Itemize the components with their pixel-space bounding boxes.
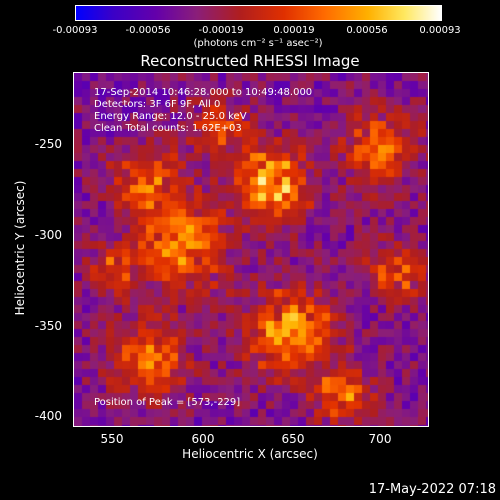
image-plot-area	[73, 72, 429, 427]
y-tick-label: -250	[34, 137, 62, 151]
y-tick-label: -400	[34, 409, 62, 423]
plot-title: Reconstructed RHESSI Image	[140, 52, 360, 70]
colorbar-tick: 0.00056	[346, 25, 388, 36]
x-axis-label: Heliocentric X (arcsec)	[182, 447, 318, 461]
info-energy-range: Energy Range: 12.0 - 25.0 keV	[94, 111, 247, 122]
y-tick-label: -350	[34, 319, 62, 333]
y-axis-label: Heliocentric Y (arcsec)	[13, 180, 27, 316]
x-tick-label: 550	[100, 432, 124, 446]
colorbar-tick: 0.00019	[273, 25, 315, 36]
colorbar-tick: -0.00056	[125, 25, 171, 36]
y-tick-label: -300	[34, 228, 62, 242]
colorbar	[75, 5, 442, 21]
colorbar-unit: (photons cm⁻² s⁻¹ asec⁻²)	[193, 38, 323, 49]
x-tick-label: 600	[191, 432, 215, 446]
x-tick-label: 650	[281, 432, 305, 446]
info-detectors: Detectors: 3F 6F 9F, All 0	[94, 99, 221, 110]
info-peak-position: Position of Peak = [573,-229]	[94, 397, 241, 408]
info-time-range: 17-Sep-2014 10:46:28.000 to 10:49:48.000	[94, 87, 313, 98]
colorbar-tick: -0.00093	[52, 25, 98, 36]
timestamp: 17-May-2022 07:18	[368, 482, 496, 497]
x-tick-label: 700	[368, 432, 392, 446]
reconstructed-image-heatmap	[74, 73, 428, 426]
colorbar-tick: -0.00019	[198, 25, 244, 36]
colorbar-tick: 0.00093	[419, 25, 461, 36]
info-total-counts: Clean Total counts: 1.62E+03	[94, 123, 242, 134]
